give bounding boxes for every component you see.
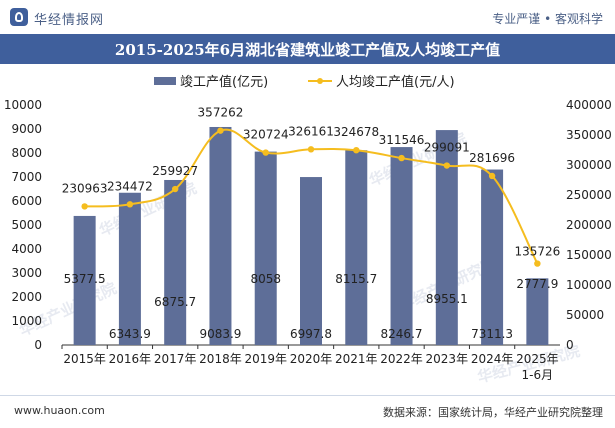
bar-value-label: 6343.9	[109, 327, 151, 341]
site-logo-text[interactable]: 华经情报网	[34, 13, 105, 28]
bar-value-label: 9083.9	[199, 327, 241, 341]
y-left-tick-label: 1000	[11, 314, 42, 328]
y-right-tick-label: 100000	[566, 278, 612, 292]
bar-value-label: 6875.7	[154, 295, 196, 309]
title-bar: 2015-2025年6月湖北省建筑业竣工产值及人均竣工产值	[0, 34, 615, 64]
y-left-tick-label: 0	[34, 338, 42, 352]
watermark-text: 华经产业研究院	[16, 279, 119, 340]
bar-value-label: 7311.3	[471, 327, 513, 341]
logo-icon	[10, 8, 28, 26]
line-point	[488, 172, 496, 180]
legend: 竣工产值(亿元) 人均竣工产值(元/人)	[154, 74, 455, 90]
bar	[481, 169, 504, 345]
line-value-label: 281696	[469, 151, 515, 165]
y-left-tick-label: 3000	[11, 266, 42, 280]
y-left-tick-label: 8000	[11, 146, 42, 160]
line-series	[81, 127, 541, 267]
site-slogan: 专业严谨 • 客观科学	[492, 12, 603, 26]
line-point	[81, 203, 88, 210]
line-value-label: 326161	[288, 124, 334, 138]
chart: 华经产业研究院华经产业研究院华经产业研究院华经产业研究院华经产业研究院 竣工产值…	[4, 74, 612, 386]
line-point	[171, 185, 179, 193]
x-tick-label: 2022年	[380, 352, 423, 366]
line-value-label: 135726	[514, 245, 560, 259]
line-value-label: 311546	[379, 133, 425, 147]
x-tick-label: 2019年	[244, 352, 287, 366]
y-right-tick-label: 300000	[566, 158, 612, 172]
chart-title: 2015-2025年6月湖北省建筑业竣工产值及人均竣工产值	[114, 41, 501, 59]
line-point	[534, 260, 541, 267]
x-tick-label: 1-6月	[522, 368, 554, 382]
line-point	[443, 162, 451, 169]
bar	[254, 151, 277, 345]
y-right-tick-label: 200000	[566, 218, 612, 232]
footer-source: 数据来源：国家统计局，华经产业研究院整理	[383, 406, 603, 419]
x-tick-label: 2016年	[109, 352, 152, 366]
bar	[526, 278, 549, 345]
line-value-label: 299091	[424, 141, 470, 155]
bar-series	[73, 126, 549, 345]
line-value-label: 234472	[107, 179, 153, 193]
y-left-tick-label: 2000	[11, 290, 42, 304]
y-left-tick-label: 10000	[4, 98, 42, 112]
legend-bar-swatch	[154, 77, 176, 85]
bar	[209, 126, 232, 345]
footer-bar: www.huaon.com 数据来源：国家统计局，华经产业研究院整理	[0, 395, 615, 428]
line-point	[398, 154, 405, 162]
y-right-tick-label: 0	[566, 338, 574, 352]
x-tick-label: 2023年	[426, 352, 469, 366]
bar-value-label: 8955.1	[426, 292, 468, 306]
bar-value-label: 8246.7	[381, 327, 423, 341]
line-point	[217, 127, 224, 134]
legend-line-label: 人均竣工产值(元/人)	[336, 74, 455, 90]
bar-value-label: 5377.5	[64, 272, 106, 286]
bar	[73, 215, 96, 345]
y-right-tick-label: 400000	[566, 98, 612, 112]
x-tick-label: 2017年	[154, 352, 197, 366]
bar	[390, 147, 413, 345]
line-point	[126, 201, 134, 208]
y-left-tick-label: 7000	[11, 170, 42, 184]
axes: 0 1000 2000 3000 4000 5000 6000 7000 8000 9000 100…	[4, 98, 612, 382]
header-bar: 华经情报网 专业严谨 • 客观科学	[0, 0, 615, 35]
line-value-label: 320724	[243, 128, 289, 142]
bar-value-label: 8058	[250, 272, 281, 286]
y-left-tick-label: 9000	[11, 122, 42, 136]
x-tick-label: 2025年	[516, 352, 559, 366]
y-left-tick-label: 4000	[11, 242, 42, 256]
y-right-tick-label: 350000	[566, 128, 612, 142]
line-point	[262, 149, 269, 156]
x-tick-label: 2020年	[290, 352, 333, 366]
x-tick-label: 2015年	[63, 352, 106, 366]
line-point	[353, 146, 360, 154]
line-value-label: 259927	[152, 164, 198, 178]
y-right-tick-label: 150000	[566, 248, 612, 262]
y-left-tick-label: 6000	[11, 194, 42, 208]
line-point	[307, 146, 315, 153]
legend-bar-label: 竣工产值(亿元)	[180, 74, 268, 90]
data-labels: 5377.5 6343.9 6875.7 9083.9 8058 6997.8 8115.7…	[62, 106, 561, 341]
bar	[345, 150, 368, 345]
bar	[300, 177, 322, 345]
bar-value-label: 8115.7	[335, 272, 377, 286]
footer-url[interactable]: www.huaon.com	[14, 404, 105, 417]
x-tick-label: 2018年	[199, 352, 242, 366]
x-tick-label: 2021年	[335, 352, 378, 366]
y-left-tick-label: 5000	[11, 218, 42, 232]
line-value-label: 324678	[333, 125, 379, 139]
bar	[164, 179, 187, 345]
bar	[118, 192, 141, 345]
line-value-label: 357262	[198, 106, 244, 120]
x-tick-label: 2024年	[471, 352, 514, 366]
bar-value-label: 2777.9	[516, 277, 558, 291]
y-right-tick-label: 50000	[566, 308, 604, 322]
line-value-label: 230963	[62, 181, 108, 195]
y-right-tick-label: 250000	[566, 188, 612, 202]
bar	[435, 130, 458, 345]
bar-value-label: 6997.8	[290, 327, 332, 341]
legend-line-marker	[317, 78, 323, 84]
